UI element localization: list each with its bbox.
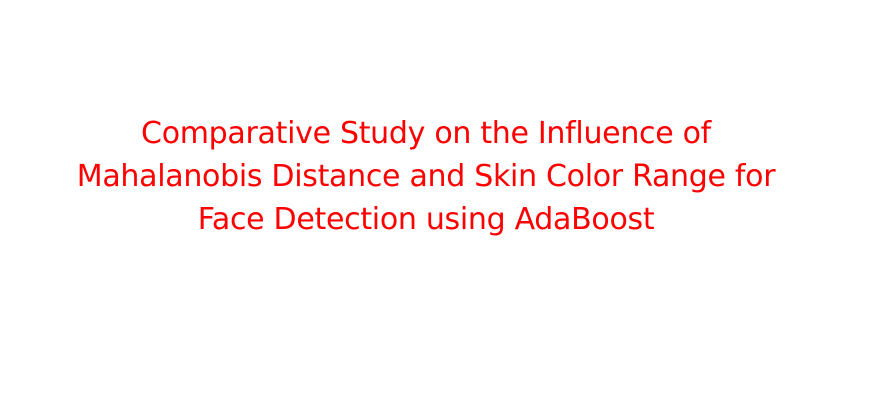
title-line-2: Mahalanobis Distance and Skin Color Rang… <box>76 159 776 194</box>
title-line-1: Comparative Study on the Influence of <box>141 116 711 151</box>
title-line-3: Face Detection using AdaBoost <box>197 202 655 237</box>
slide-title: Comparative Study on the Influence of Ma… <box>0 112 852 241</box>
